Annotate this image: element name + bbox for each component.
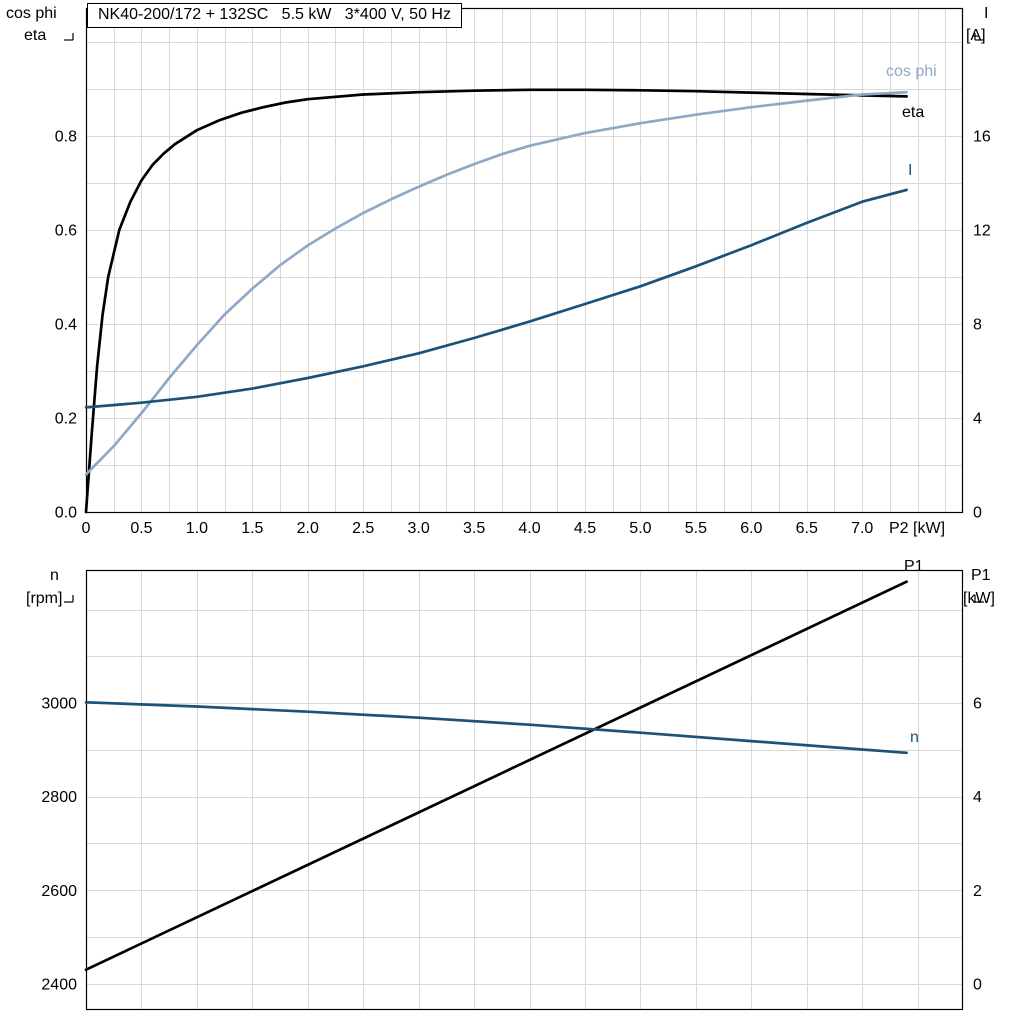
tick-label: 5.5: [685, 520, 707, 537]
plot-frame: [85, 7, 964, 514]
left-axis-title-speed: n: [50, 567, 59, 584]
tick-label: 0.6: [55, 222, 77, 239]
tick-label: 5.0: [629, 520, 651, 537]
tick-label: 2: [973, 883, 982, 900]
tick-label: 3.0: [408, 520, 430, 537]
series-cos-phi: [84, 90, 908, 476]
tick-label: 4: [973, 410, 982, 427]
tick-label: 0: [973, 505, 982, 522]
left-axis-title-cos-phi: cos phi: [6, 5, 57, 22]
curve-label-p1: P1: [904, 558, 924, 575]
tick-label: 3.5: [463, 520, 485, 537]
right-axis-title-current: I: [984, 5, 989, 22]
axis-corner-ticks: [64, 33, 984, 41]
gridlines: [86, 570, 962, 1009]
right-axis-title-amps: [A]: [966, 27, 986, 44]
chart-title: NK40-200/172 + 132SC 5.5 kW 3*400 V, 50 …: [87, 3, 462, 28]
tick-label: 0.8: [55, 128, 77, 145]
tick-label: 2800: [41, 789, 77, 806]
curve-label-cos-phi: cos phi: [886, 63, 937, 80]
tick-label: 1.5: [241, 520, 263, 537]
tick-label: 12: [973, 222, 991, 239]
left-axis-title-rpm: [rpm]: [26, 590, 63, 607]
tick-label: 1.0: [186, 520, 208, 537]
tick-label: 2400: [41, 976, 77, 993]
tick-label: 6: [973, 696, 982, 713]
plot-frame: [85, 569, 964, 1011]
x-axis-title: P2 [kW]: [889, 520, 945, 537]
gridlines: [86, 8, 962, 512]
tick-label: 2.0: [297, 520, 319, 537]
series-eta: [84, 88, 908, 514]
curve-label-speed: n: [910, 729, 919, 746]
tick-label: 3000: [41, 696, 77, 713]
tick-label: 0.2: [55, 410, 77, 427]
tick-label: 0.4: [55, 316, 77, 333]
tick-labels: 2400 2600 2800 3000 0 2 4 6: [41, 696, 982, 994]
tick-label: 4.5: [574, 520, 596, 537]
right-axis-title-p1: P1: [971, 567, 991, 584]
tick-label: 0.0: [55, 505, 77, 522]
axis-corner-ticks: [64, 595, 984, 603]
curve-label-eta: eta: [902, 104, 925, 121]
left-axis-title-eta: eta: [24, 27, 47, 44]
tick-label: 0: [973, 976, 982, 993]
series-p1: [84, 580, 908, 972]
right-axis-title-kw: [kW]: [963, 590, 995, 607]
curve-label-current: I: [908, 162, 913, 179]
tick-label: 8: [973, 316, 982, 333]
tick-label: 16: [973, 128, 991, 145]
tick-label: 4.0: [518, 520, 540, 537]
series-current: [84, 188, 908, 409]
tick-label: 0: [82, 520, 91, 537]
performance-chart: 0.0 0.2 0.4 0.6 0.8 0 4 8 12 16 0 0.5 1.0 1.5 2.0 2.5 3.…: [55, 7, 991, 537]
tick-labels: 0.0 0.2 0.4 0.6 0.8 0 4 8 12 16 0 0.5 1.0 1.5 2.0 2.5 3.…: [55, 128, 991, 537]
tick-label: 2600: [41, 883, 77, 900]
tick-label: 6.0: [740, 520, 762, 537]
tick-label: 2.5: [352, 520, 374, 537]
tick-label: 6.5: [796, 520, 818, 537]
speed-power-chart: 2400 2600 2800 3000 0 2 4 6: [41, 569, 984, 1011]
series-speed: [84, 700, 908, 755]
tick-label: 7.0: [851, 520, 873, 537]
tick-label: 4: [973, 789, 982, 806]
tick-label: 0.5: [130, 520, 152, 537]
